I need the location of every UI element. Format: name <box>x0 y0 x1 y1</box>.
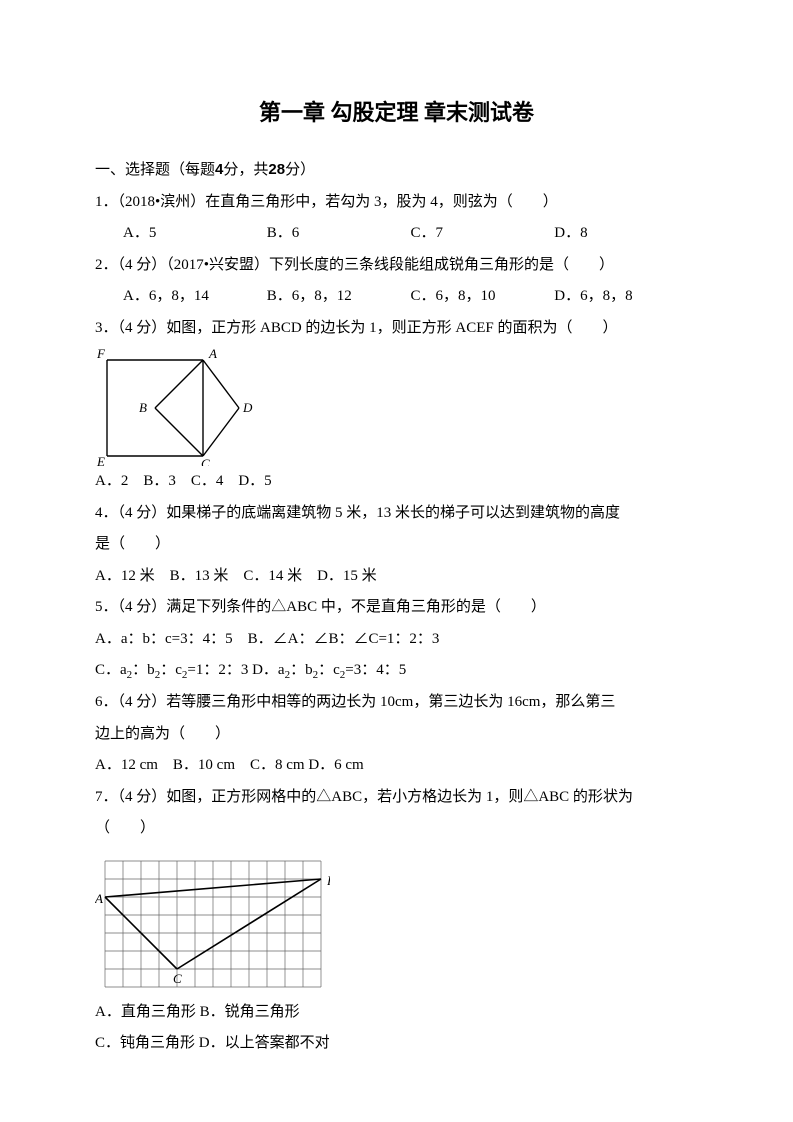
q7-figure: A B C <box>95 855 698 993</box>
sec-text: 一、选择题（每题 <box>95 162 215 178</box>
question-5: 5．（4 分）满足下列条件的△ABC 中，不是直角三角形的是（ ） <box>95 592 698 624</box>
option-d: D．8 <box>554 218 698 250</box>
grid-triangle-diagram: A B C <box>95 855 330 993</box>
svg-text:D: D <box>242 400 253 415</box>
section-heading: 一、选择题（每题4分，共28分） <box>95 154 698 187</box>
option-a: A．6，8，14 <box>123 281 267 313</box>
q2-options: A．6，8，14 B．6，8，12 C．6，8，10 D．6，8，8 <box>95 281 698 313</box>
option-d: D．6，8，8 <box>554 281 698 313</box>
option-c: C．7 <box>411 218 555 250</box>
question-7-line2: （ ） <box>95 813 698 845</box>
option-a: A．5 <box>123 218 267 250</box>
svg-text:F: F <box>96 348 106 361</box>
svg-text:C: C <box>201 456 210 466</box>
txt: ：c <box>160 662 182 678</box>
q7-options-row1: A．直角三角形 B．锐角三角形 <box>95 997 698 1029</box>
q7-options-row2: C．钝角三角形 D．以上答案都不对 <box>95 1028 698 1060</box>
q1-options: A．5 B．6 C．7 D．8 <box>95 218 698 250</box>
question-3: 3．（4 分）如图，正方形 ABCD 的边长为 1，则正方形 ACEF 的面积为… <box>95 313 698 345</box>
svg-text:A: A <box>208 348 217 361</box>
q5-row1: A．a：b：c=3：4：5 B．∠A：∠B：∠C=1：2：3 <box>95 624 698 656</box>
txt: ：b <box>290 662 313 678</box>
txt: =1：2：3 D．a <box>187 662 284 678</box>
txt: =3：4：5 <box>345 662 406 678</box>
option-c: C．6，8，10 <box>411 281 555 313</box>
svg-text:A: A <box>95 891 103 906</box>
question-2: 2．（4 分）（2017•兴安盟）下列长度的三条线段能组成锐角三角形的是（ ） <box>95 250 698 282</box>
sec-total: 28 <box>268 161 285 178</box>
question-7-line1: 7．（4 分）如图，正方形网格中的△ABC，若小方格边长为 1，则△ABC 的形… <box>95 782 698 814</box>
option-b: B．6 <box>267 218 411 250</box>
page-title: 第一章 勾股定理 章末测试卷 <box>95 90 698 136</box>
q3-options: A．2 B．3 C．4 D．5 <box>95 466 698 498</box>
txt: ：b <box>132 662 155 678</box>
svg-text:B: B <box>327 873 330 888</box>
option-b: B．6，8，12 <box>267 281 411 313</box>
q6-options: A．12 cm B．10 cm C．8 cm D．6 cm <box>95 750 698 782</box>
q5-row2: C．a2：b2：c2=1：2：3 D．a2：b2：c2=3：4：5 <box>95 655 698 687</box>
sec-text: 分，共 <box>223 162 268 178</box>
svg-text:B: B <box>139 400 147 415</box>
question-4-line1: 4．（4 分）如果梯子的底端离建筑物 5 米，13 米长的梯子可以达到建筑物的高… <box>95 498 698 530</box>
q4-options: A．12 米 B．13 米 C．14 米 D．15 米 <box>95 561 698 593</box>
sec-text: 分） <box>285 162 315 178</box>
square-diagram: F A E C B D <box>95 348 253 466</box>
svg-text:C: C <box>173 971 182 986</box>
question-6-line2: 边上的高为（ ） <box>95 719 698 751</box>
txt: ：c <box>318 662 340 678</box>
svg-text:E: E <box>96 454 105 466</box>
question-4-line2: 是（ ） <box>95 529 698 561</box>
txt: C．a <box>95 662 127 678</box>
q3-figure: F A E C B D <box>95 348 698 466</box>
question-1: 1．（2018•滨州）在直角三角形中，若勾为 3，股为 4，则弦为（ ） <box>95 187 698 219</box>
question-6-line1: 6．（4 分）若等腰三角形中相等的两边长为 10cm，第三边长为 16cm，那么… <box>95 687 698 719</box>
